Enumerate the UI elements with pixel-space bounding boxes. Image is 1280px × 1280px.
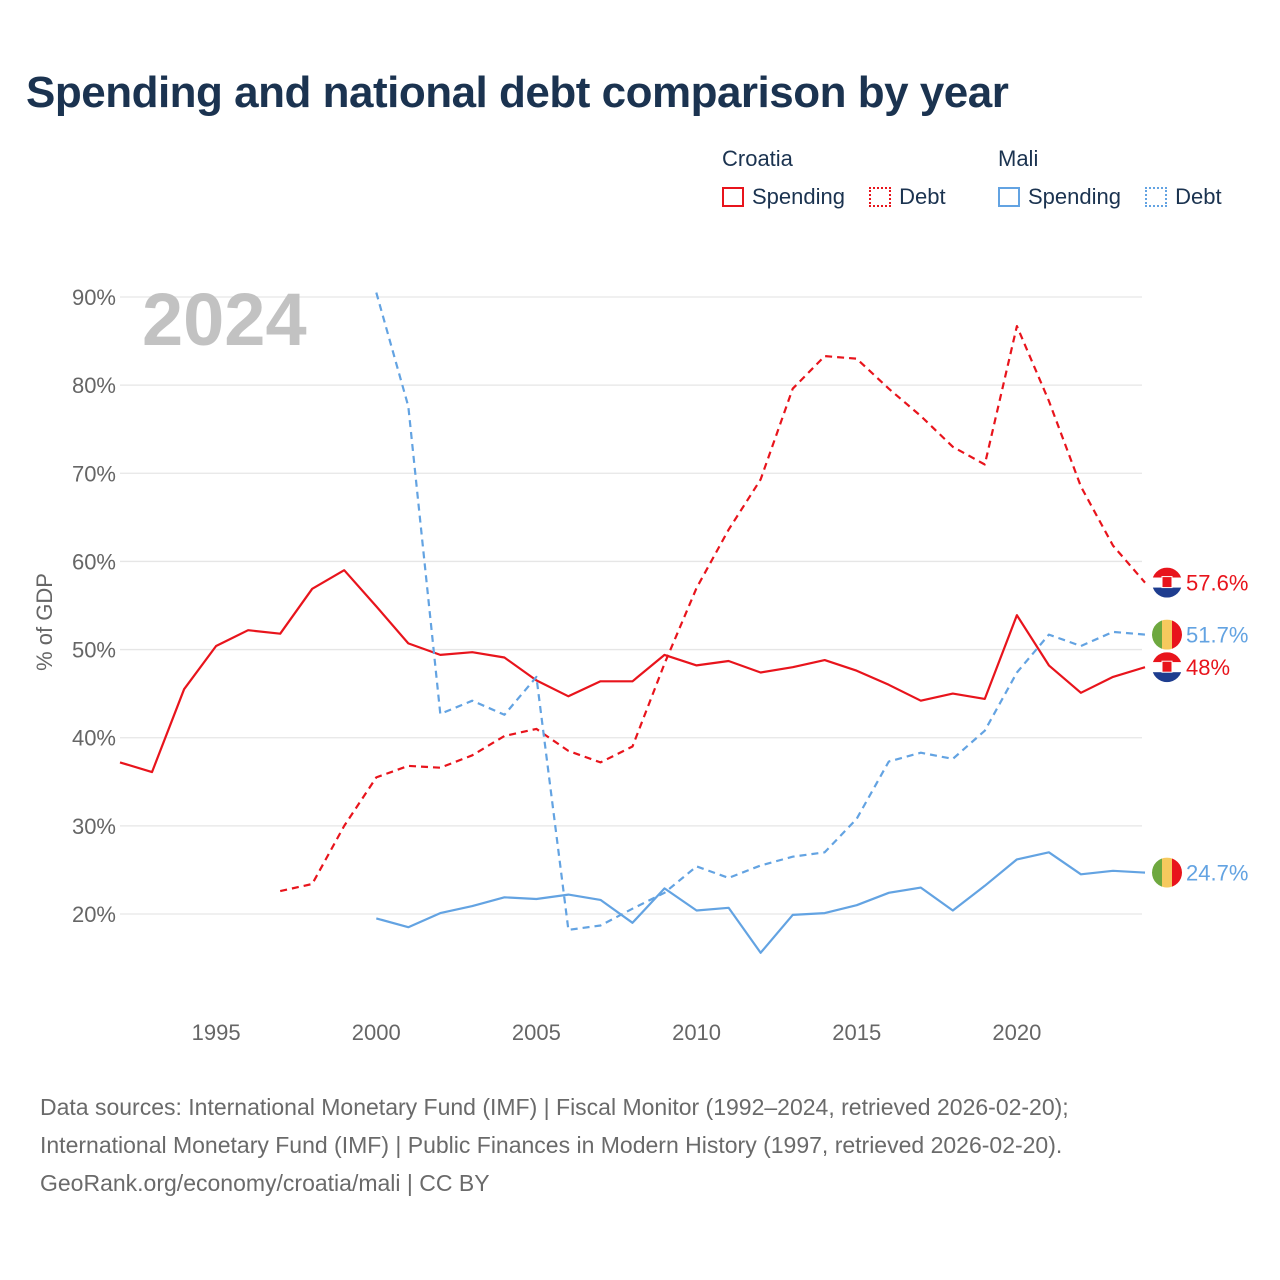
flag-shield (1161, 660, 1173, 673)
legend-label: Debt (899, 184, 946, 209)
flag-stripe (1152, 672, 1182, 683)
footer-credit-link[interactable]: GeoRank.org/economy/croatia/mali | CC BY (40, 1170, 490, 1196)
flag-stripe (1152, 567, 1182, 578)
marker-layer: 48% 57.6% 24.7% 51.7% (1152, 567, 1248, 888)
series-layer (119, 292, 1146, 954)
flag-stripe (1152, 619, 1162, 650)
legend-label: Debt (1175, 184, 1222, 209)
legend-group-mali-label: Mali (998, 146, 1039, 171)
year-watermark: 2024 (142, 278, 307, 361)
legend-swatch-solid-icon (998, 187, 1020, 207)
grid-layer: 20% 30% 40% 50% 60% 70% 80% 90% 1995 2000 2005 2010… (72, 285, 1142, 1045)
chart-title: Spending and national debt comparison by… (26, 68, 1009, 117)
x-tick-label: 2015 (832, 1020, 881, 1045)
end-value-label: 48% (1186, 655, 1230, 680)
y-tick-label: 50% (72, 638, 116, 663)
series-line-mali-debt[interactable] (375, 292, 1146, 932)
series-line-croatia-spending[interactable] (119, 569, 1146, 774)
legend-item-mali-spending[interactable]: Spending (998, 184, 1121, 210)
end-value-label: 24.7% (1186, 861, 1248, 886)
x-tick-label: 2005 (512, 1020, 561, 1045)
footer-source-line-1: Data sources: International Monetary Fun… (40, 1094, 1069, 1120)
legend-swatch-dotted-icon (869, 187, 892, 207)
legend-label: Spending (1028, 184, 1121, 209)
legend-item-croatia-spending[interactable]: Spending (722, 184, 845, 210)
flag-stripe (1152, 652, 1182, 663)
legend-item-mali-debt[interactable]: Debt (1145, 184, 1222, 210)
y-tick-label: 40% (72, 726, 116, 751)
flag-stripe (1162, 619, 1172, 650)
legend-item-croatia-debt[interactable]: Debt (869, 184, 946, 210)
x-tick-label: 2020 (992, 1020, 1041, 1045)
flag-shield (1161, 576, 1173, 589)
flag-stripe (1172, 619, 1182, 650)
x-tick-label: 1995 (192, 1020, 241, 1045)
legend-swatch-dotted-icon (1145, 187, 1168, 207)
flag-stripe (1152, 857, 1162, 888)
flag-stripe (1152, 587, 1182, 598)
x-tick-label: 2010 (672, 1020, 721, 1045)
flag-stripe (1172, 857, 1182, 888)
series-line-mali-spending[interactable] (376, 851, 1146, 954)
y-tick-label: 80% (72, 373, 116, 398)
legend-group-mali: Mali Spending Debt (998, 146, 1240, 213)
legend-swatch-solid-icon (722, 187, 744, 207)
y-tick-label: 20% (72, 902, 116, 927)
flag-stripe (1162, 857, 1172, 888)
footer-source-line-2: International Monetary Fund (IMF) | Publ… (40, 1132, 1063, 1158)
legend-group-croatia-label: Croatia (722, 146, 793, 171)
footer: Data sources: International Monetary Fun… (40, 1088, 1069, 1202)
end-value-label: 51.7% (1186, 623, 1248, 648)
legend-label: Spending (752, 184, 845, 209)
mali-flag-icon (1152, 619, 1182, 650)
y-tick-label: 60% (72, 549, 116, 574)
x-tick-label: 2000 (352, 1020, 401, 1045)
y-axis-label: % of GDP (32, 573, 57, 671)
y-tick-label: 90% (72, 285, 116, 310)
croatia-flag-icon (1152, 567, 1182, 598)
mali-flag-icon (1152, 857, 1182, 888)
y-tick-label: 30% (72, 814, 116, 839)
croatia-flag-icon (1152, 652, 1182, 683)
legend-group-croatia: Croatia Spending Debt (722, 146, 964, 213)
series-line-croatia-debt[interactable] (279, 325, 1146, 893)
end-value-label: 57.6% (1186, 571, 1248, 596)
y-tick-label: 70% (72, 461, 116, 486)
